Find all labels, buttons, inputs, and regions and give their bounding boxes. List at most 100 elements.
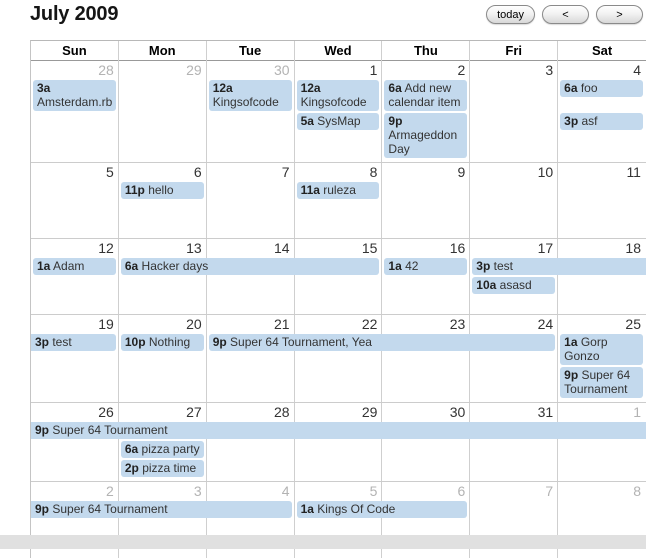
calendar-event[interactable]: 3p test [472, 258, 646, 275]
event-time: 9p [35, 502, 50, 516]
calendar-event[interactable]: 3p asf [560, 113, 643, 130]
day-column-line [207, 482, 295, 558]
day-number: 30 [449, 404, 466, 420]
day-column-line [295, 403, 383, 481]
day-column-line [382, 163, 471, 238]
day-column-line [470, 61, 559, 162]
next-month-button[interactable]: > [596, 5, 643, 24]
day-number: 12 [98, 240, 114, 256]
day-column-line [470, 239, 559, 314]
event-time: 12a [212, 81, 233, 95]
calendar-event[interactable]: 11a ruleza [296, 182, 380, 199]
day-column-line [382, 315, 471, 402]
day-number: 27 [186, 404, 202, 420]
prev-month-button[interactable]: < [542, 5, 589, 24]
event-time: 3p [564, 114, 579, 128]
day-number: 10 [537, 164, 554, 180]
day-number: 6 [457, 483, 466, 499]
event-time: 6a [388, 81, 402, 95]
event-time: 5a [300, 114, 314, 128]
day-column-line [207, 239, 295, 314]
calendar-event[interactable]: 9p Armageddon Day [384, 113, 468, 158]
day-column-line [295, 315, 383, 402]
column-grid-lines [31, 315, 646, 402]
day-number: 18 [625, 240, 641, 256]
day-number: 4 [633, 62, 641, 78]
day-number: 9 [457, 164, 466, 180]
day-number: 2 [106, 483, 114, 499]
week-grid: 5 6 7 8 9 10 11 11p hello 11a ruleza [31, 163, 646, 203]
week-row: 5 6 7 8 9 10 11 11p hello 11a ruleza [31, 163, 646, 239]
day-number: 17 [537, 240, 554, 256]
day-number: 1 [369, 62, 378, 78]
column-grid-lines [31, 239, 646, 314]
calendar-event[interactable]: 1a Kings Of Code [296, 501, 468, 518]
day-column-line [295, 61, 383, 162]
day-column-line [382, 482, 471, 558]
weekday-header: Wed [295, 41, 383, 61]
calendar-event[interactable]: 3a Amsterdam.rb [33, 80, 116, 111]
column-grid-lines [31, 163, 646, 238]
calendar-event[interactable]: 1a Gorp Gonzo [560, 334, 643, 365]
day-column-line [470, 482, 559, 558]
day-number: 28 [273, 404, 290, 420]
day-number: 28 [98, 62, 114, 78]
week-grid: 28 29 30 1 2 3 4 3a Amsterdam.rb 12a Kingsofcode… [31, 61, 646, 162]
weekday-header: Thu [382, 41, 471, 61]
calendar-event[interactable]: 6a foo [560, 80, 643, 97]
calendar-event[interactable]: 6a Add new calendar item [384, 80, 468, 111]
calendar-event[interactable]: 6a pizza party [120, 441, 204, 458]
day-number: 26 [98, 404, 114, 420]
weekday-header: Tue [207, 41, 295, 61]
day-column-line [207, 403, 295, 481]
week-row: 19 20 21 22 23 24 25 3p test 10p Nothing 9p Super… [31, 315, 646, 403]
calendar-event[interactable]: 9p Super 64 Tournament [31, 501, 292, 518]
calendar-event[interactable]: 9p Super 64 Tournament [560, 367, 643, 398]
event-time: 10p [124, 335, 146, 349]
calendar-event[interactable]: 12a Kingsofcode [296, 80, 380, 111]
day-column-line [119, 239, 207, 314]
day-number: 1 [633, 404, 641, 420]
calendar-event[interactable]: 6a Hacker days [120, 258, 380, 275]
day-number: 15 [361, 240, 378, 256]
calendar-event[interactable]: 2p pizza time [120, 460, 204, 477]
calendar-event[interactable]: 3p test [31, 334, 116, 351]
day-number: 29 [186, 62, 202, 78]
titlebar: July 2009 today < > [0, 0, 646, 30]
day-column-line [382, 61, 471, 162]
page-title: July 2009 [30, 3, 119, 25]
calendar-event[interactable]: 10a asasd [472, 277, 556, 294]
day-column-line [295, 482, 383, 558]
event-time: 10a [476, 278, 497, 292]
calendar-event[interactable]: 9p Super 64 Tournament, Yea [208, 334, 556, 351]
event-time: 1a [300, 502, 314, 516]
day-column-line [119, 315, 207, 402]
calendar-event[interactable]: 9p Super 64 Tournament [31, 422, 646, 439]
day-column-line [119, 61, 207, 162]
event-time: 1a [564, 335, 578, 349]
day-column-line [207, 61, 295, 162]
event-time: 1a [37, 259, 51, 273]
day-column-line [207, 315, 295, 402]
weekday-header: Sat [591, 43, 613, 58]
toolbar: today < > [486, 5, 643, 24]
column-grid-lines [31, 482, 646, 558]
week-row: 2 3 4 5 6 7 8 9p Super 64 Tournament 1a Kings Of… [31, 482, 646, 558]
calendar-event[interactable]: 5a SysMap [296, 113, 380, 130]
day-column-line [295, 239, 383, 314]
calendar-event[interactable]: 10p Nothing [120, 334, 204, 351]
today-button[interactable]: today [486, 5, 535, 24]
calendar-event[interactable]: 11p hello [120, 182, 204, 199]
day-number: 13 [186, 240, 202, 256]
event-time: 6a [124, 259, 139, 273]
day-number: 16 [449, 240, 466, 256]
day-number: 25 [625, 316, 641, 332]
calendar-event[interactable]: 1a 42 [384, 258, 468, 275]
day-number: 30 [273, 62, 290, 78]
weekday-header: Mon [119, 41, 207, 61]
day-number: 20 [186, 316, 202, 332]
calendar-event[interactable]: 1a Adam [33, 258, 116, 275]
event-time: 2p [124, 461, 139, 475]
calendar-event[interactable]: 12a Kingsofcode [208, 80, 292, 111]
week-grid: 19 20 21 22 23 24 25 3p test 10p Nothing 9p Super… [31, 315, 646, 402]
